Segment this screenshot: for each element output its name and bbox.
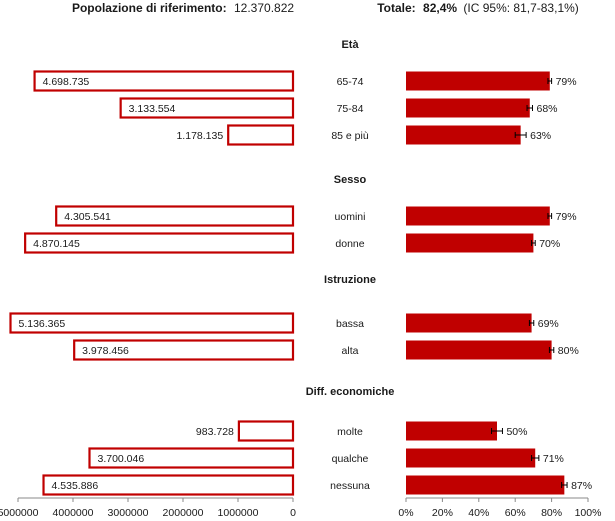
category-label: bassa [336, 318, 364, 330]
percent-label: 79% [556, 76, 577, 88]
category-label: qualche [332, 453, 369, 465]
population-label: 983.728 [196, 426, 234, 438]
percent-label: 71% [543, 453, 564, 465]
percent-label: 69% [538, 318, 559, 330]
plot-area: Età 4.698.735 65-74 79% 3.133.554 75-84 68% 1.1… [0, 39, 601, 519]
percent-label: 70% [539, 238, 560, 250]
percent-bar [406, 475, 565, 495]
category-label: 75-84 [337, 103, 364, 115]
population-tick-label: 4000000 [53, 507, 94, 519]
header: Popolazione di riferimento: 12.370.822 T… [72, 1, 579, 15]
percent-bar [406, 206, 550, 226]
population-label: 1.178.135 [176, 130, 223, 142]
percent-bar [406, 313, 532, 333]
percent-tick-label: 60% [505, 507, 526, 519]
population-label: 3.978.456 [82, 345, 129, 357]
total-ci: (IC 95%: 81,7-83,1%) [463, 1, 578, 15]
population-label: 4.698.735 [43, 76, 90, 88]
group-title: Sesso [334, 174, 367, 186]
population-bar [73, 339, 295, 361]
percent-label: 80% [558, 345, 579, 357]
percent-label: 87% [571, 480, 592, 492]
percent-tick-label: 100% [575, 507, 602, 519]
population-label: 3.700.046 [97, 453, 144, 465]
percent-bar [406, 71, 550, 91]
total-label: Totale: [377, 1, 415, 15]
category-label: 85 e più [331, 130, 369, 142]
population-label: Popolazione di riferimento: [72, 1, 227, 15]
population-bar [9, 312, 295, 334]
percent-label: 63% [530, 130, 551, 142]
population-label: 4.870.145 [33, 238, 80, 250]
population-bar [88, 447, 295, 469]
population-tick-label: 1000000 [218, 507, 259, 519]
population-bar [33, 70, 295, 92]
percent-bar [406, 340, 552, 360]
population-bar [24, 232, 295, 254]
percent-tick-label: 0% [398, 507, 413, 519]
group-title: Istruzione [324, 274, 376, 286]
category-label: 65-74 [337, 76, 364, 88]
population-label: 4.305.541 [64, 211, 111, 223]
population-label: 4.535.886 [52, 480, 99, 492]
percent-bar [406, 421, 497, 441]
population-bar [42, 474, 295, 496]
population-label: 5.136.365 [18, 318, 65, 330]
population-label: 3.133.554 [129, 103, 176, 115]
category-label: donne [335, 238, 364, 250]
percent-label: 79% [556, 211, 577, 223]
percent-tick-label: 80% [541, 507, 562, 519]
category-label: nessuna [330, 480, 370, 492]
population-value: 12.370.822 [234, 1, 294, 15]
category-label: molte [337, 426, 363, 438]
category-label: uomini [335, 211, 366, 223]
group-title: Diff. economiche [306, 386, 395, 398]
population-bar [119, 97, 295, 119]
population-tick-label: 3000000 [108, 507, 149, 519]
population-tick-label: 2000000 [163, 507, 204, 519]
population-tick-label: 0 [290, 507, 296, 519]
population-bar [55, 205, 295, 227]
percent-label: 50% [506, 426, 527, 438]
percent-tick-label: 40% [468, 507, 489, 519]
population-header: Popolazione di riferimento: 12.370.822 [72, 1, 294, 15]
percent-bar [406, 448, 536, 468]
percent-tick-label: 20% [432, 507, 453, 519]
total-header: Totale: 82,4% (IC 95%: 81,7-83,1%) [377, 1, 579, 15]
population-bar [237, 420, 295, 442]
percent-label: 68% [536, 103, 557, 115]
percent-bar [406, 233, 534, 253]
population-bar [227, 124, 295, 146]
percent-bar [406, 125, 521, 145]
group-title: Età [341, 39, 359, 51]
percent-bar [406, 98, 530, 118]
population-tick-label: 5000000 [0, 507, 39, 519]
total-value: 82,4% [423, 1, 457, 15]
category-label: alta [342, 345, 359, 357]
